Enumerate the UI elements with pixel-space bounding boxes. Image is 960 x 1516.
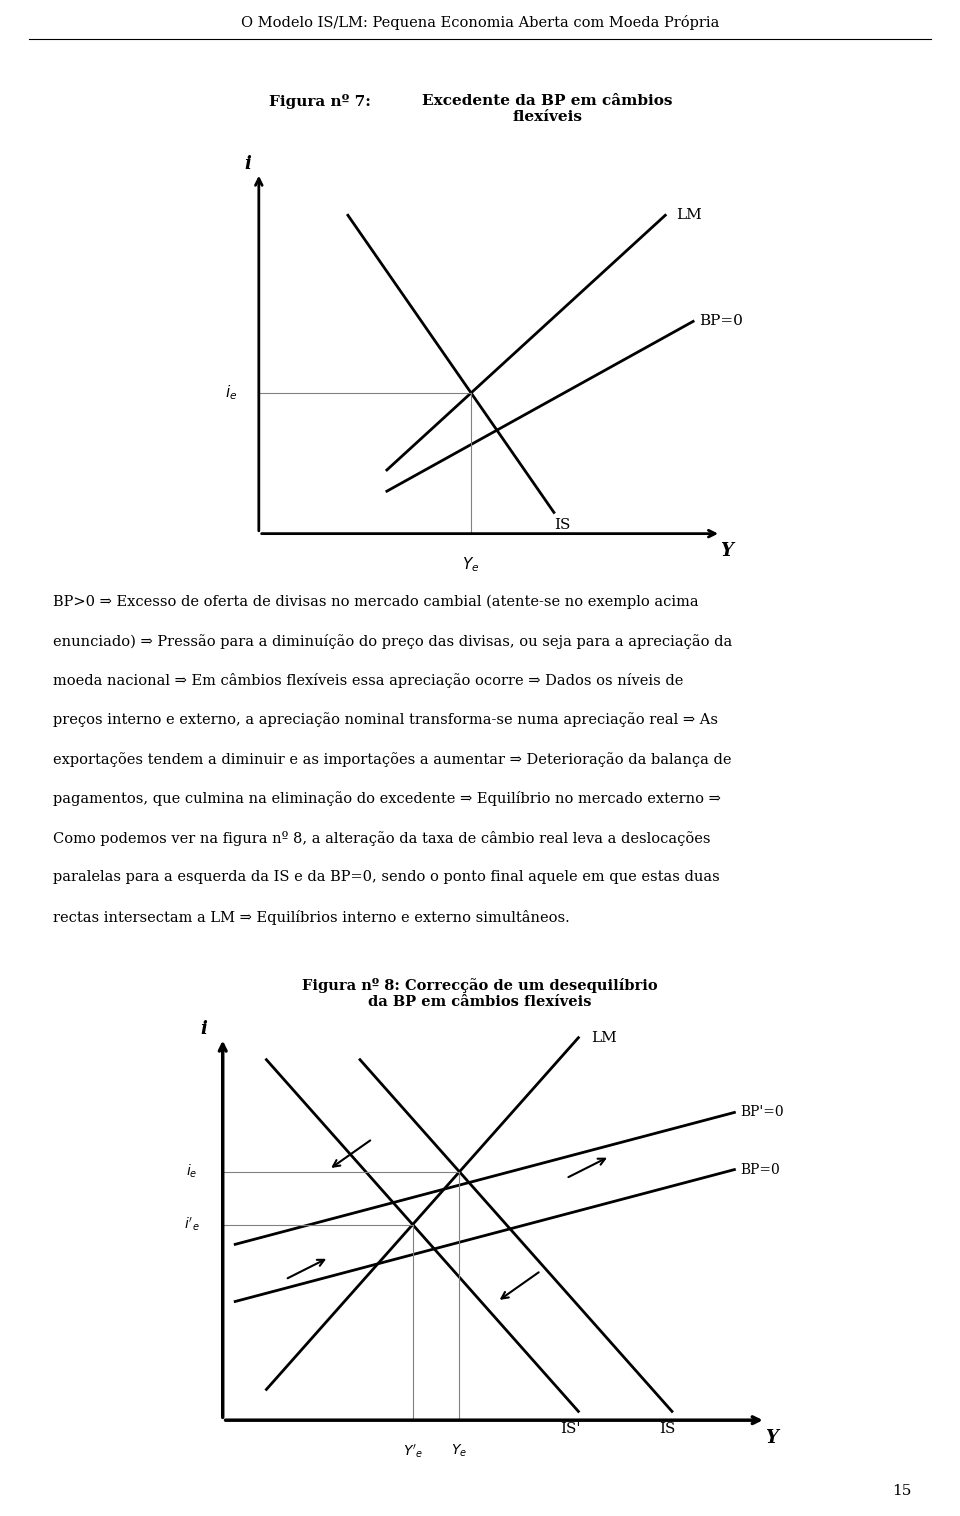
Text: BP=0: BP=0 [699, 314, 743, 329]
Text: Excedente da BP em câmbios
flexíveis: Excedente da BP em câmbios flexíveis [422, 94, 673, 124]
Text: IS': IS' [560, 1422, 580, 1436]
Text: IS: IS [554, 518, 570, 532]
Text: LM: LM [677, 208, 702, 223]
Text: i: i [201, 1020, 207, 1038]
Text: Y: Y [720, 541, 733, 559]
Text: BP'=0: BP'=0 [741, 1105, 784, 1119]
Text: moeda nacional ⇒ Em câmbios flexíveis essa apreciação ocorre ⇒ Dados os níveis d: moeda nacional ⇒ Em câmbios flexíveis es… [53, 673, 684, 688]
Text: BP>0 ⇒ Excesso de oferta de divisas no mercado cambial (atente-se no exemplo aci: BP>0 ⇒ Excesso de oferta de divisas no m… [53, 594, 699, 608]
Text: enunciado) ⇒ Pressão para a diminuíção do preço das divisas, ou seja para a apre: enunciado) ⇒ Pressão para a diminuíção d… [53, 634, 732, 649]
Text: Y: Y [765, 1428, 779, 1446]
Text: IS: IS [660, 1422, 676, 1436]
Text: $Y'_e$: $Y'_e$ [402, 1442, 422, 1460]
Text: preços interno e externo, a apreciação nominal transforma-se numa apreciação rea: preços interno e externo, a apreciação n… [53, 713, 718, 728]
Text: 15: 15 [893, 1484, 912, 1498]
Text: $i'_e$: $i'_e$ [183, 1216, 200, 1234]
Text: Figura nº 7:: Figura nº 7: [269, 94, 371, 109]
Text: LM: LM [591, 1031, 616, 1045]
Text: exportações tendem a diminuir e as importações a aumentar ⇒ Deterioração da bala: exportações tendem a diminuir e as impor… [53, 752, 732, 767]
Text: pagamentos, que culmina na eliminação do excedente ⇒ Equilíbrio no mercado exter: pagamentos, que culmina na eliminação do… [53, 791, 721, 807]
Text: i: i [244, 155, 252, 173]
Text: BP=0: BP=0 [741, 1163, 780, 1176]
Text: Como podemos ver na figura nº 8, a alteração da taxa de câmbio real leva a deslo: Como podemos ver na figura nº 8, a alter… [53, 831, 710, 846]
Text: paralelas para a esquerda da IS e da BP=0, sendo o ponto final aquele em que est: paralelas para a esquerda da IS e da BP=… [53, 870, 720, 884]
Text: Figura nº 8: Correcção de um desequilíbrio
da BP em câmbios flexíveis: Figura nº 8: Correcção de um desequilíbr… [302, 978, 658, 1010]
Text: $i_e$: $i_e$ [225, 384, 237, 402]
Text: $Y_e$: $Y_e$ [463, 555, 480, 573]
Text: $i_e$: $i_e$ [186, 1163, 197, 1181]
Text: rectas intersectam a LM ⇒ Equilíbrios interno e externo simultâneos.: rectas intersectam a LM ⇒ Equilíbrios in… [53, 910, 569, 925]
Text: $Y_e$: $Y_e$ [451, 1442, 468, 1458]
Text: O Modelo IS/LM: Pequena Economia Aberta com Moeda Própria: O Modelo IS/LM: Pequena Economia Aberta … [241, 15, 719, 30]
